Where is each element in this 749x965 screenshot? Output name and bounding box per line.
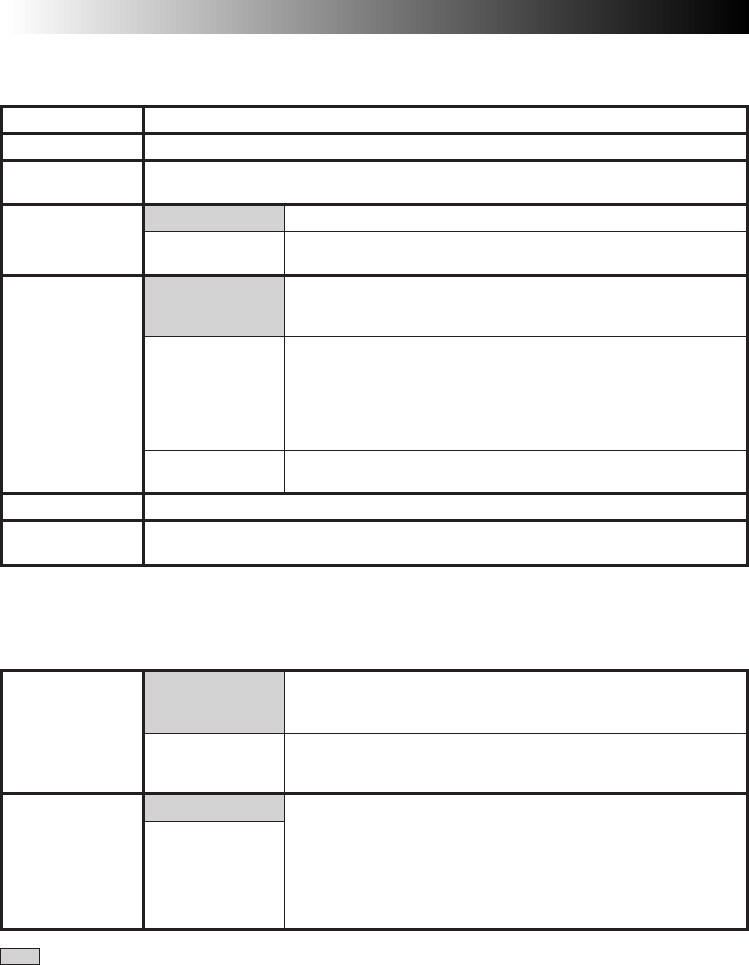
row-divider	[0, 274, 749, 277]
spec-table-2	[0, 669, 749, 931]
column-divider	[142, 669, 145, 931]
row-divider	[0, 132, 749, 135]
row-divider	[0, 792, 749, 795]
sub-column-divider	[284, 669, 285, 931]
column-divider	[142, 105, 145, 567]
sub-row-divider	[145, 733, 749, 734]
sub-column-divider	[284, 203, 285, 492]
legend-shade-swatch	[0, 948, 40, 965]
sub-row-divider	[145, 821, 284, 822]
sub-row-divider	[145, 336, 749, 337]
row-divider	[0, 159, 749, 162]
header-gradient-bar	[8, 0, 749, 34]
spec-table-1	[0, 105, 749, 567]
sub-row-divider	[145, 450, 749, 451]
sub-row-divider	[145, 231, 749, 232]
shaded-cell	[145, 795, 284, 821]
row-divider	[0, 203, 749, 206]
shaded-cell	[145, 671, 284, 733]
row-divider	[0, 492, 749, 495]
shaded-cell	[145, 205, 284, 231]
shaded-cell	[145, 276, 284, 336]
row-divider	[0, 519, 749, 522]
table-border	[0, 669, 749, 931]
